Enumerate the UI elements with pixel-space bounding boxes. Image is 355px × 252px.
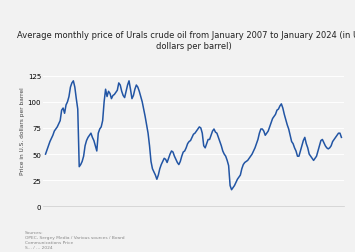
Y-axis label: Price in U.S. dollars per barrel: Price in U.S. dollars per barrel	[20, 87, 25, 175]
Text: Sources:
OPEC, Sergey Media / Various sources / Board
Communications Price
S... : Sources: OPEC, Sergey Media / Various so…	[25, 230, 125, 249]
Title: Average monthly price of Urals crude oil from January 2007 to January 2024 (in U: Average monthly price of Urals crude oil…	[17, 30, 355, 50]
